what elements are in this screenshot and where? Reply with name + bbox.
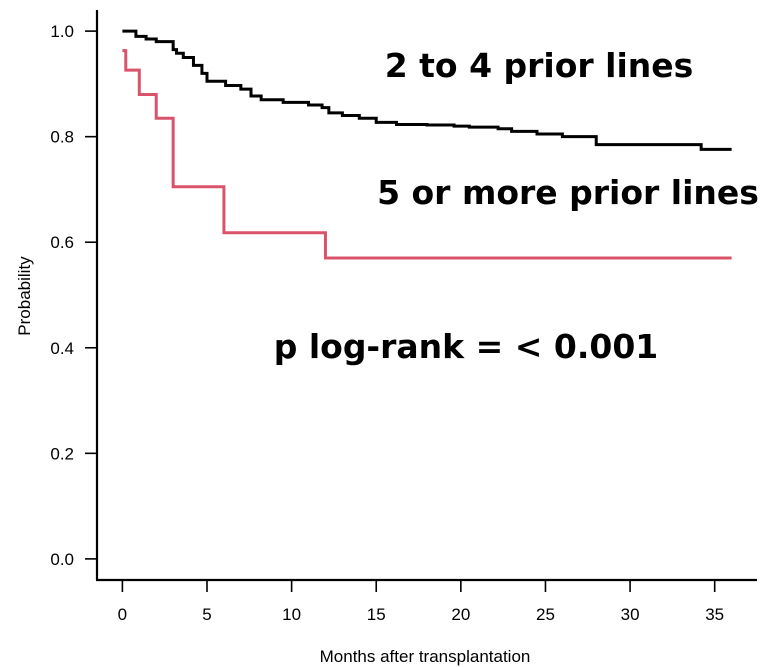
x-axis-title: Months after transplantation [320, 647, 531, 666]
x-tick-label: 5 [202, 605, 211, 624]
axes [95, 10, 757, 582]
x-tick-label: 0 [118, 605, 127, 624]
annotation-p-value: p log-rank = < 0.001 [274, 327, 659, 366]
y-tick-label: 0.2 [50, 444, 74, 463]
y-tick-label: 0.8 [50, 128, 74, 147]
y-ticks: 0.0 0.2 0.4 0.6 0.8 1.0 [50, 22, 97, 569]
y-tick-label: 0.4 [50, 339, 74, 358]
annotation-2-to-4-lines: 2 to 4 prior lines [385, 46, 694, 85]
x-tick-label: 35 [705, 605, 724, 624]
x-tick-label: 15 [367, 605, 386, 624]
y-tick-label: 0.0 [50, 550, 74, 569]
series-lines [122, 29, 732, 260]
series-line-1 [122, 29, 732, 151]
y-tick-label: 1.0 [50, 22, 74, 41]
series-line-2 [122, 49, 732, 260]
x-tick-label: 10 [282, 605, 301, 624]
y-tick-label: 0.6 [50, 233, 74, 252]
x-tick-label: 30 [621, 605, 640, 624]
x-ticks: 0 5 10 15 20 25 30 35 [118, 580, 724, 624]
annotation-5-or-more-lines: 5 or more prior lines [377, 173, 759, 212]
x-tick-label: 25 [536, 605, 555, 624]
y-axis-title: Probability [15, 256, 34, 336]
x-tick-label: 20 [451, 605, 470, 624]
